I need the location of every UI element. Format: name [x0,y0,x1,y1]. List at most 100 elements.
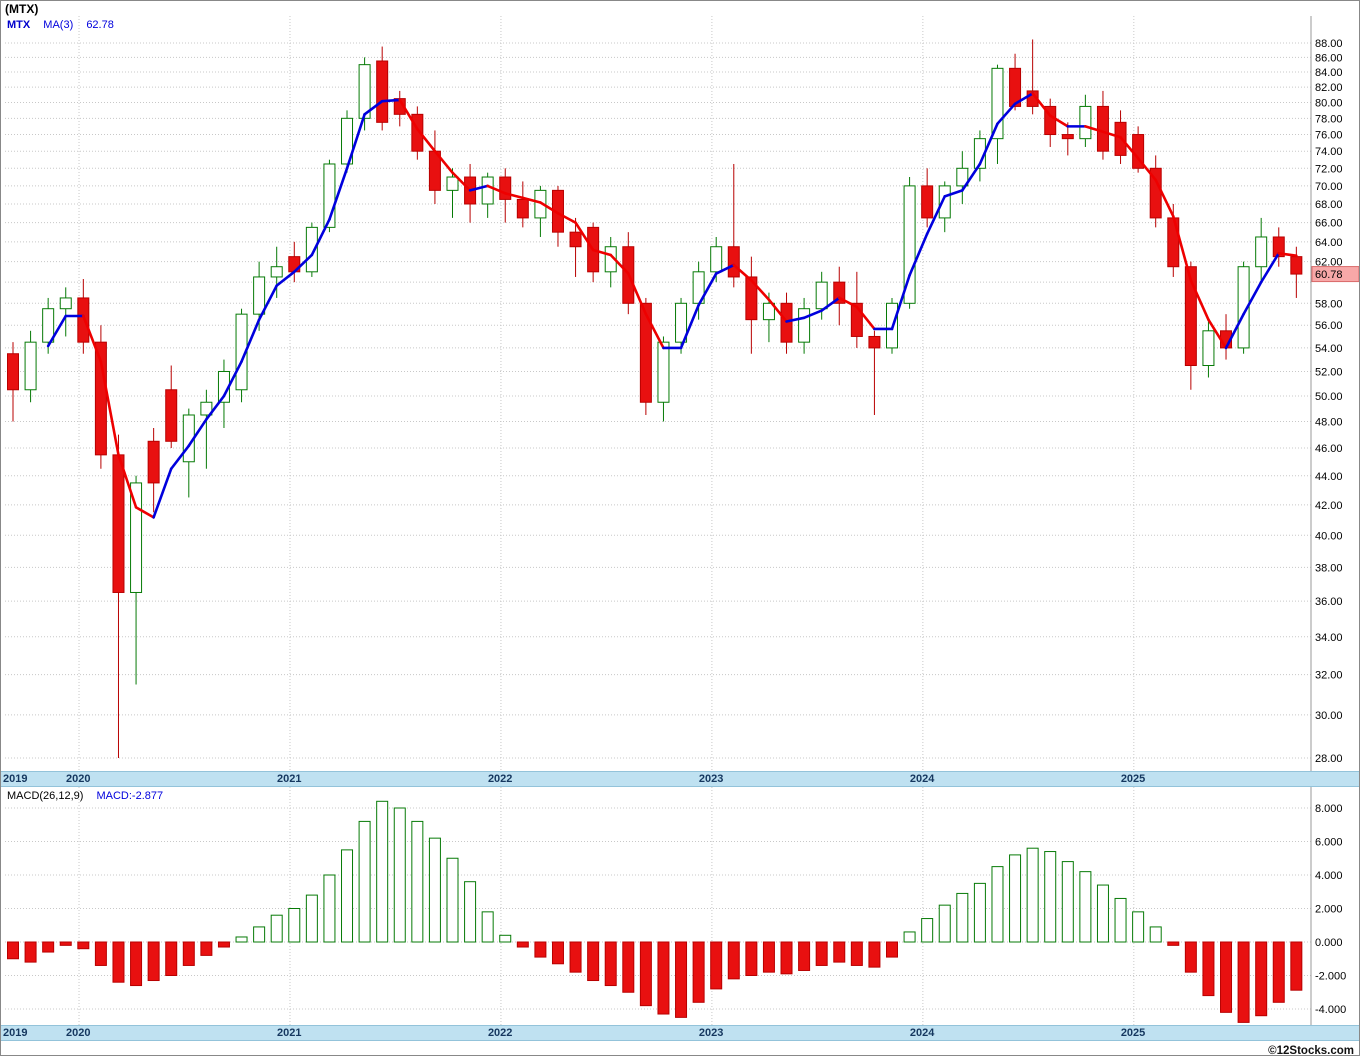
macd-bar [551,941,564,965]
price-tick-label: 48.00 [1315,416,1343,428]
candle [727,163,740,288]
macd-bar [657,941,670,1015]
title-bar: (MTX) [1,1,1359,16]
macd-bar [411,820,424,943]
x-axis-year-band-top: 2019 2020 2021 2022 2023 2024 2025 [1,771,1359,787]
macd-bar [622,941,635,993]
macd-bar [1132,911,1145,943]
price-tick-label: 86.00 [1315,52,1343,64]
macd-bar [1009,854,1022,943]
candle [657,336,670,422]
macd-bar [675,941,688,1018]
candle [24,330,37,403]
macd-bar [253,926,266,943]
macd-bar [1114,897,1127,943]
price-tick-label: 28.00 [1315,753,1343,765]
macd-bar [464,881,477,943]
candle [991,64,1004,164]
macd-bar [798,941,811,971]
candle [376,46,389,131]
candle [868,330,881,415]
macd-bar [639,941,652,1007]
year-label: 2022 [487,773,513,785]
candle [481,172,494,218]
legend-symbol: MTX [7,19,31,31]
watermark-text: ©12Stocks.com [1268,1045,1354,1056]
year-label: 2020 [66,1027,91,1039]
year-label: 2021 [276,773,302,785]
macd-tick-label: 6.000 [1315,837,1343,849]
price-tick-label: 58.00 [1315,298,1343,310]
macd-bar [1026,847,1039,943]
macd-bar [938,904,951,943]
year-label: 2020 [66,773,91,785]
price-tick-label: 72.00 [1315,163,1343,175]
macd-bar [745,941,758,976]
macd-bar [727,941,740,980]
candle [1255,217,1268,283]
candle [358,57,371,131]
price-tick-label: 46.00 [1315,443,1343,455]
macd-tick-label: 0.000 [1315,937,1343,949]
candle [534,185,547,237]
candle [59,287,72,337]
price-tick-label: 64.00 [1315,237,1343,249]
macd-bar [956,892,969,943]
candle [1202,319,1215,378]
candle [1096,90,1109,160]
macd-bar [376,800,389,943]
price-tick-label: 32.00 [1315,670,1343,682]
candle [7,342,19,422]
macd-bar [1220,941,1233,1013]
macd-bar [288,908,301,943]
candle [938,181,951,233]
legend-ma-label: MA(3) [43,19,74,31]
macd-bar [1044,851,1057,943]
macd-params-label: MACD(26,12,9) [7,790,84,802]
candle [1044,98,1057,147]
candle [499,168,512,223]
macd-bar [1272,941,1285,1003]
candle [1272,227,1285,267]
macd-tick-label: 4.000 [1315,870,1343,882]
price-chart-canvas: 88.00 86.00 84.00 82.00 80.00 78.00 76.00 74.00… [5,16,1359,771]
candle [130,475,143,685]
price-gridlines [5,16,1312,771]
candle [428,130,441,204]
macd-bar [534,941,547,958]
year-label: 2025 [1120,1027,1146,1039]
candle [921,168,934,228]
year-label: 2024 [909,1027,935,1039]
macd-bar [305,894,318,943]
candle [182,408,195,498]
macd-tick-label: -4.000 [1315,1004,1346,1016]
candle [569,217,582,277]
macd-axis-labels: 8.000 6.000 4.000 2.000 0.000 -2.000 -4.000 [1315,803,1346,1016]
price-tick-label: 78.00 [1315,113,1343,125]
macd-bar [77,941,90,950]
price-tick-label: 44.00 [1315,471,1343,483]
price-tick-label: 34.00 [1315,632,1343,644]
candle [1079,94,1092,147]
price-tick-label: 40.00 [1315,530,1343,542]
macd-bar [587,941,600,982]
candle [270,246,283,298]
candle [147,427,160,513]
year-label: 2023 [698,1027,724,1039]
macd-bar [692,941,705,1003]
price-tick-label: 84.00 [1315,67,1343,79]
macd-bar [341,849,354,943]
macd-bar [42,941,55,953]
year-label: 2019 [3,773,28,785]
macd-bar [112,941,125,983]
macd-bar [147,941,160,982]
macd-bar [1096,884,1109,943]
last-price-label: 60.78 [1315,269,1343,281]
macd-bar [604,941,617,987]
macd-value-label: MACD:-2.877 [96,790,164,802]
ma3-line [46,92,1298,519]
price-tick-label: 74.00 [1315,146,1343,158]
price-tick-label: 80.00 [1315,98,1343,110]
candle [780,292,793,354]
